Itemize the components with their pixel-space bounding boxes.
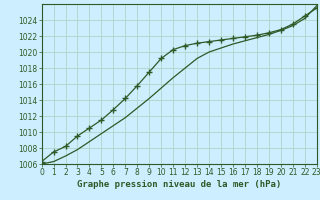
X-axis label: Graphe pression niveau de la mer (hPa): Graphe pression niveau de la mer (hPa)	[77, 180, 281, 189]
